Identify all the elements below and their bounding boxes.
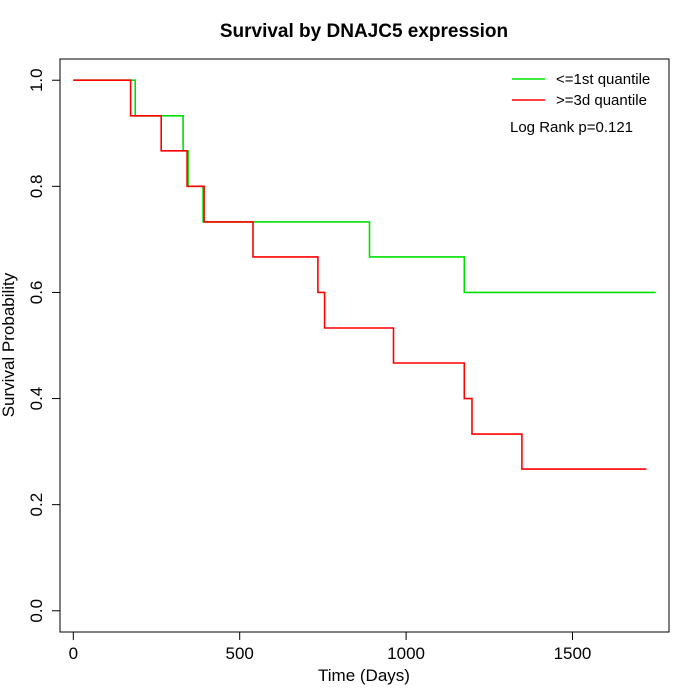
y-tick-label: 1.0 [27, 68, 46, 92]
legend-label-high-quantile: >=3d quantile [556, 92, 647, 109]
plot-frame [59, 58, 670, 633]
x-tick-label: 0 [69, 644, 78, 663]
legend: <=1st quantile >=3d quantile Log Rank p=… [510, 71, 650, 136]
y-tick-label: 0.4 [27, 387, 46, 411]
y-tick-label: 0.0 [27, 599, 46, 623]
log-rank-annotation: Log Rank p=0.121 [510, 119, 633, 136]
x-tick-label: 1000 [387, 644, 425, 663]
x-tick-label: 1500 [554, 644, 592, 663]
series-line-high-quantile [73, 79, 647, 470]
legend-label-low-quantile: <=1st quantile [556, 71, 650, 88]
y-tick-label: 0.8 [27, 175, 46, 199]
chart-title: Survival by DNAJC5 expression [220, 21, 508, 42]
y-axis: 0.0 0.2 0.4 0.6 0.8 1.0 [27, 68, 61, 623]
series-layer [73, 79, 656, 470]
series-line-low-quantile [73, 79, 656, 294]
x-axis: 0 500 1000 1500 [69, 631, 592, 663]
y-axis-label: Survival Probability [0, 272, 18, 417]
x-tick-label: 500 [226, 644, 254, 663]
y-tick-label: 0.2 [27, 493, 46, 517]
x-axis-label: Time (Days) [318, 666, 410, 685]
y-tick-label: 0.6 [27, 281, 46, 305]
